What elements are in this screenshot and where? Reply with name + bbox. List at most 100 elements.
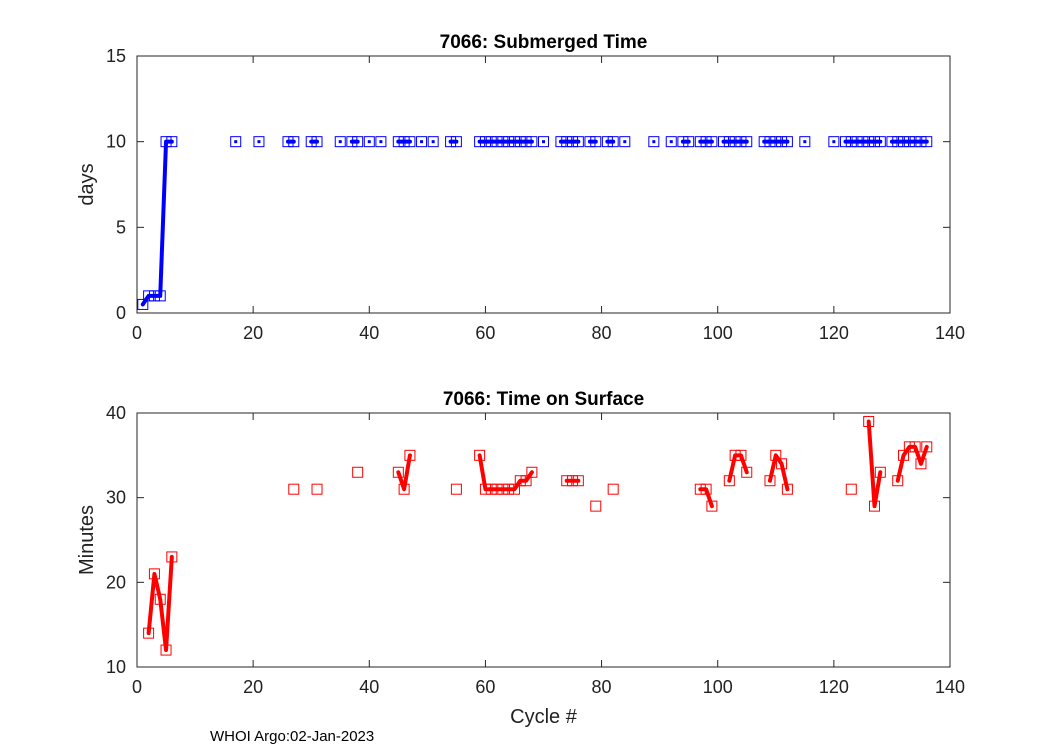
data-point-dot (315, 140, 319, 144)
y-tick-label: 30 (106, 488, 126, 508)
data-point (706, 500, 718, 512)
x-tick-label: 140 (935, 323, 965, 343)
data-point-dot (698, 140, 702, 144)
data-point-dot (861, 140, 865, 144)
x-axis-label: Cycle # (510, 706, 578, 728)
data-point-dot (687, 140, 691, 144)
data-point-dot (292, 140, 296, 144)
data-point-dot (873, 140, 877, 144)
x-tick-label: 20 (243, 323, 263, 343)
data-point (398, 483, 410, 495)
data-point-dot (733, 140, 737, 144)
data-point (526, 136, 538, 148)
data-point-dot (542, 140, 545, 144)
data-point-dot (803, 140, 807, 144)
data-point (154, 290, 166, 302)
data-point (392, 466, 404, 478)
data-point-dot (170, 140, 174, 144)
series-line-segment (866, 419, 883, 509)
data-point (909, 441, 921, 453)
data-point (665, 136, 677, 148)
data-point (723, 475, 735, 487)
data-point-dot (902, 140, 906, 144)
data-point (479, 483, 491, 495)
y-tick-label: 10 (106, 657, 126, 677)
data-point (735, 449, 747, 461)
x-tick-label: 40 (359, 323, 379, 343)
data-point-dot (408, 140, 412, 144)
data-point-dot (722, 140, 726, 144)
data-point (160, 644, 172, 656)
data-point-dot (152, 294, 156, 298)
data-point-dot (925, 140, 929, 144)
data-point (427, 136, 439, 148)
data-point-dot (878, 140, 882, 144)
data-point (863, 415, 875, 427)
data-point (572, 475, 584, 487)
y-tick-label: 15 (106, 46, 126, 66)
data-point-dot (402, 140, 406, 144)
data-point-dot (350, 140, 354, 144)
data-point (352, 466, 364, 478)
data-point (352, 136, 364, 148)
data-point (137, 298, 149, 310)
data-point (538, 136, 549, 148)
y-tick-label: 40 (106, 403, 126, 423)
data-point-dot (367, 140, 371, 144)
data-point (491, 483, 503, 495)
data-point-dot (855, 140, 859, 144)
data-point (311, 483, 323, 495)
data-point (921, 441, 933, 453)
y-tick-label: 0 (116, 303, 126, 323)
x-tick-label: 60 (475, 677, 495, 697)
data-point-dot (710, 140, 714, 144)
surface-time-chart: 0 20 40 60 80 100 120 140 10 20 30 40 7066: Time on … (76, 389, 965, 728)
y-tick-label: 5 (116, 217, 126, 237)
data-point-dot (571, 140, 575, 144)
y-axis-label: days (76, 163, 98, 205)
data-point (288, 136, 300, 148)
data-point-dot (507, 140, 511, 144)
data-point (508, 483, 520, 495)
data-point (375, 136, 387, 148)
series-line-segment (767, 453, 790, 492)
data-point-dot (512, 140, 516, 144)
data-point (561, 475, 573, 487)
data-point-dot (141, 302, 145, 306)
data-point-dot (379, 140, 383, 144)
data-point (363, 136, 375, 148)
data-point (166, 551, 178, 563)
data-point (503, 483, 515, 495)
y-tick-label: 10 (106, 132, 126, 152)
data-point (288, 483, 300, 495)
series-line-segment (146, 554, 174, 653)
data-point-dot (605, 140, 609, 144)
submerged-time-chart: 0 20 40 60 80 100 120 140 0 5 10 15 7066: Submerged … (76, 32, 965, 343)
data-point (143, 627, 155, 639)
data-point (700, 483, 712, 495)
data-point-dot (483, 140, 487, 144)
data-point-dot (234, 140, 238, 144)
data-point (590, 136, 602, 148)
data-point-dot (309, 140, 313, 144)
data-point-dot (745, 140, 749, 144)
data-point (874, 466, 886, 478)
data-point-dot (704, 140, 708, 144)
data-point (474, 449, 486, 461)
data-point-dot (576, 140, 580, 144)
x-tick-label: 40 (359, 677, 379, 697)
data-point (154, 593, 166, 605)
axes-frame (136, 412, 951, 668)
x-tick-label: 0 (132, 323, 142, 343)
axes-frame (136, 55, 951, 314)
data-point-dot (501, 140, 505, 144)
data-point-dot (890, 140, 894, 144)
data-point-dot (907, 140, 911, 144)
data-point-dot (158, 294, 162, 298)
data-point (776, 458, 788, 470)
data-point-dot (286, 140, 290, 144)
data-point-dot (780, 140, 784, 144)
series-line-segment (895, 444, 929, 483)
data-point-dot (356, 140, 360, 144)
